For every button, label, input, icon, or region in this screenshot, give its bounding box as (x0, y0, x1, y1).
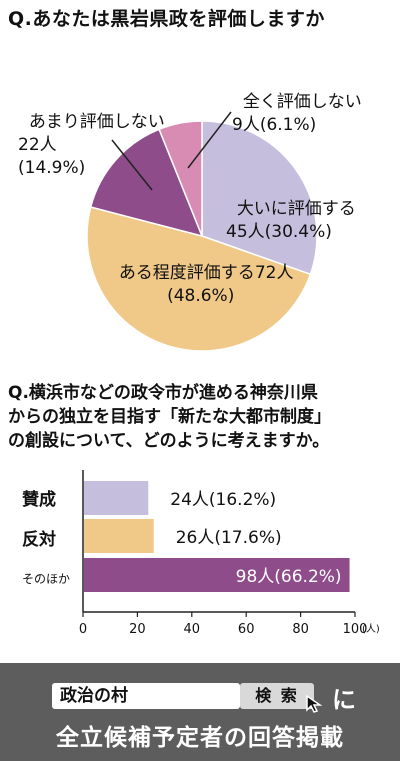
banner-tagline: 全立候補予定者の回答掲載 (56, 725, 344, 751)
pie-leader-line (111, 139, 153, 191)
pie-label-somewhat: ある程度評価する72人 (48.6%) (118, 263, 294, 306)
pie-slice-0 (201, 120, 318, 276)
x-tick-label: 40 (184, 622, 201, 637)
pie-slice-1 (86, 206, 312, 352)
x-axis-unit: (人) (362, 623, 380, 635)
bar-0 (84, 481, 149, 515)
bar-category-other: そのほか (22, 572, 71, 586)
pie-leader-line (187, 111, 232, 169)
bar-chart: 24人(16.2%) 26人(17.6%) 98人(66.2%) 0 20 40 60 80 1… (79, 470, 380, 637)
question-1-title: Q.あなたは黒岩県政を評価しますか (8, 8, 325, 30)
bar-category-agree: 賛成 (22, 490, 56, 510)
bar-1 (84, 519, 154, 553)
question-2-line: からの独立を目指す「新たな大都市制度」 (8, 407, 331, 427)
promo-banner (0, 663, 400, 761)
x-tick-label: 20 (129, 622, 146, 637)
pie-label-not-much: あまり評価しない 22人 (14.9%) (18, 112, 165, 178)
bar-value-label: 24人(16.2%) (170, 490, 276, 510)
x-tick-label: 80 (292, 622, 309, 637)
x-tick-label: 0 (79, 622, 87, 637)
bar-category-oppose: 反対 (22, 530, 56, 550)
search-input[interactable]: 政治の村 (52, 683, 240, 709)
pie-chart (86, 111, 318, 352)
question-2-line: の創設について、どのように考えますか。 (8, 431, 330, 451)
banner-particle: に (332, 686, 356, 714)
bar-value-label: 98人(66.2%) (236, 567, 342, 587)
x-tick-label: 60 (238, 622, 255, 637)
cursor-arrow-icon (306, 694, 323, 713)
bar-value-label: 26人(17.6%) (176, 528, 282, 548)
question-2-title: Q.横浜市などの政令市が進める神奈川県 からの独立を目指す「新たな大都市制度」 … (8, 381, 398, 453)
pie-slice-3 (158, 120, 203, 237)
pie-label-very: 大いに評価する 45人(30.4%) (226, 199, 356, 242)
search-button[interactable]: 検 索 (240, 683, 314, 709)
pie-label-not-at-all: 全く評価しない 9人(6.1%) (232, 92, 362, 135)
question-2-line: Q.横浜市などの政令市が進める神奈川県 (8, 383, 318, 403)
x-tick-label: 100 (343, 622, 368, 637)
bar-2 (84, 558, 350, 592)
